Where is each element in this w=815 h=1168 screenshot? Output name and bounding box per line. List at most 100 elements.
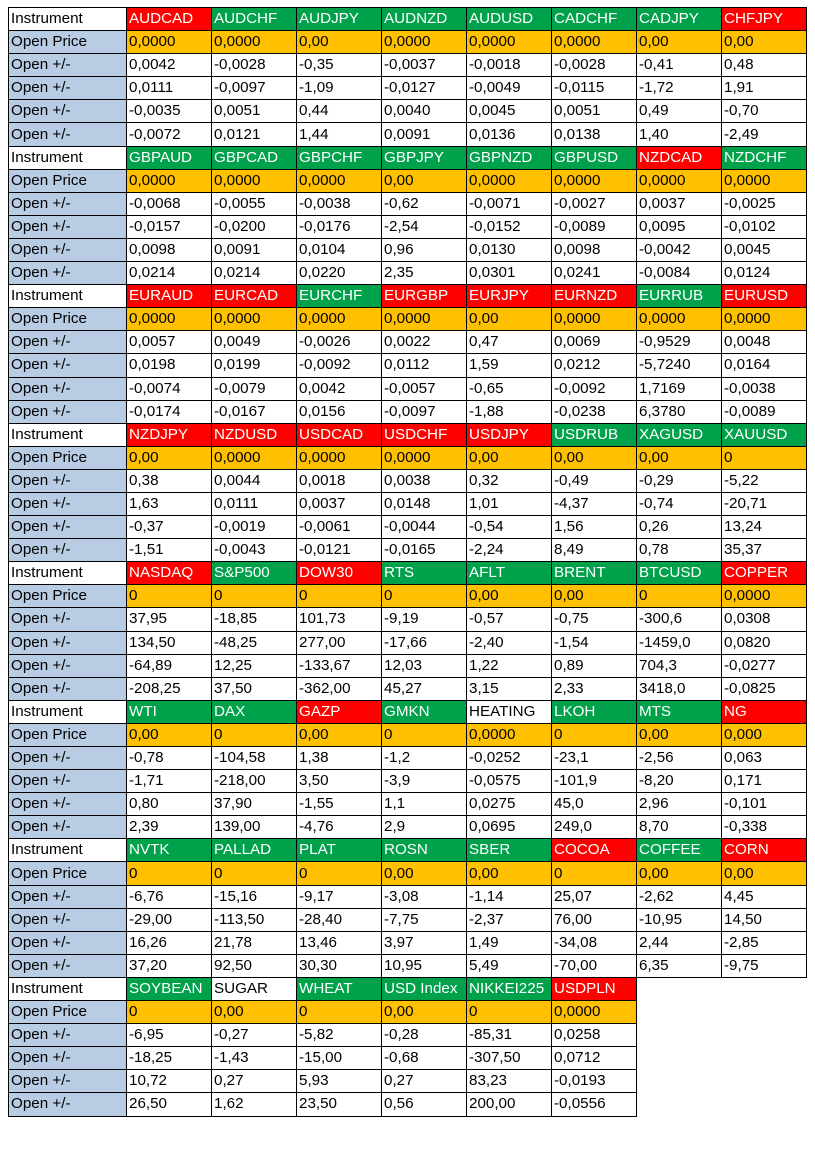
open-change-row: Open +/- -0,78 -104,58 1,38 -1,2 -0,0252 -23,1…: [8, 745, 807, 771]
open-change-cell: -4,37: [551, 491, 637, 517]
instrument-symbol-cell: AFLT: [466, 561, 552, 586]
open-change-cell: -0,75: [551, 607, 637, 632]
open-change-cell: -0,0038: [296, 191, 382, 216]
open-change-row: Open +/- 0,0098 0,0091 0,0104 0,96 0,0130 0,00…: [8, 237, 807, 263]
open-price-cell: 0,00: [466, 445, 552, 470]
open-change-cell: -0,0028: [211, 53, 297, 78]
open-change-cell: -2,49: [721, 122, 807, 147]
open-change-cell: -0,68: [381, 1046, 467, 1071]
open-change-label: Open +/-: [8, 191, 127, 216]
open-price-cell: 0,00: [721, 861, 807, 886]
open-change-row: Open +/- 0,80 37,90 -1,55 1,1 0,0275 45,0 2,96-…: [8, 792, 807, 817]
open-price-cell: 0,0000: [466, 168, 552, 193]
open-change-cell: -0,0152: [466, 214, 552, 239]
open-change-cell: 2,44: [636, 930, 722, 955]
open-change-cell: 0,27: [211, 1069, 297, 1094]
open-change-cell: 76,00: [551, 907, 637, 932]
instrument-symbol-cell: EURNZD: [551, 284, 637, 309]
open-price-cell: 0,00: [381, 861, 467, 886]
instrument-symbol-cell: EURCHF: [296, 284, 382, 309]
open-change-cell: -362,00: [296, 676, 382, 701]
open-change-cell: -0,28: [381, 1023, 467, 1048]
open-change-cell: 1,1: [381, 792, 467, 817]
open-price-cell: 0,00: [466, 307, 552, 332]
open-change-row: Open +/- -0,0074 -0,0079 0,0042 -0,0057 -0,65…: [8, 376, 807, 401]
open-change-cell: -2,85: [721, 930, 807, 955]
open-change-label: Open +/-: [8, 376, 127, 401]
instrument-symbol-cell: XAGUSD: [636, 422, 722, 447]
open-change-cell: -1,51: [126, 538, 212, 563]
instrument-symbol-cell: CADCHF: [551, 6, 637, 32]
open-price-cell: 0: [126, 861, 212, 886]
open-change-cell: -0,0038: [721, 376, 807, 401]
open-change-cell: -0,0044: [381, 515, 467, 540]
open-change-cell: 0,0198: [126, 353, 212, 378]
open-change-cell: 0,0212: [551, 353, 637, 378]
instrument-symbol-cell: NZDCAD: [636, 145, 722, 170]
open-price-cell: 0: [211, 722, 297, 748]
open-change-cell: 6,35: [636, 953, 722, 978]
instrument-label: Instrument: [8, 838, 127, 863]
open-change-label: Open +/-: [8, 815, 127, 840]
open-change-cell: 1,49: [466, 930, 552, 955]
open-price-cell: 0,0000: [211, 168, 297, 193]
open-change-cell: 0,0111: [126, 76, 212, 101]
open-price-cell: 0: [721, 445, 807, 470]
open-change-cell: 3,50: [296, 769, 382, 794]
instrument-symbol-cell: PALLAD: [211, 838, 297, 863]
open-price-cell: 0: [126, 584, 212, 609]
open-change-row: Open +/- -64,89 12,25 -133,67 12,03 1,22 0,89 7…: [8, 653, 807, 678]
open-change-cell: -104,58: [211, 745, 297, 771]
open-change-cell: 0,27: [381, 1069, 467, 1094]
open-change-cell: -6,76: [126, 884, 212, 909]
open-change-cell: 0,0057: [126, 330, 212, 355]
instrument-symbol-cell: NASDAQ: [126, 561, 212, 586]
open-change-cell: -23,1: [551, 745, 637, 771]
open-change-row: Open +/- -208,25 37,50 -362,00 45,27 3,15 2,33…: [8, 676, 807, 701]
instrument-symbol-cell: USDRUB: [551, 422, 637, 447]
open-change-cell: 0,48: [721, 53, 807, 78]
open-change-cell: -0,0097: [381, 399, 467, 424]
open-change-cell: 0,0241: [551, 261, 637, 286]
open-change-cell: -0,70: [721, 99, 807, 124]
open-change-cell: -0,0049: [466, 76, 552, 101]
open-change-cell: 0,0258: [551, 1023, 637, 1048]
open-change-cell: 1,59: [466, 353, 552, 378]
instrument-symbol-cell: SOYBEAN: [126, 976, 212, 1002]
open-price-cell: 0,0000: [126, 168, 212, 193]
open-change-label: Open +/-: [8, 930, 127, 955]
instrument-symbol-cell: NVTK: [126, 838, 212, 863]
open-price-cell: 0,0000: [466, 722, 552, 748]
open-change-cell: -113,50: [211, 907, 297, 932]
open-change-cell: -101,9: [551, 769, 637, 794]
open-change-cell: -0,101: [721, 792, 807, 817]
instrument-header-row: Instrument NASDAQ S&P500 DOW30 RTS AFLT BRENT B…: [8, 561, 807, 586]
open-price-cell: 0: [296, 584, 382, 609]
instrument-symbol-cell: GBPUSD: [551, 145, 637, 170]
instrument-symbol-cell: SUGAR: [211, 976, 297, 1002]
open-change-cell: 0,0112: [381, 353, 467, 378]
open-price-cell: 0: [296, 1000, 382, 1025]
open-change-cell: -0,0252: [466, 745, 552, 771]
open-change-cell: -0,0174: [126, 399, 212, 424]
open-change-row: Open +/- 16,26 21,78 13,46 3,97 1,49 -34,08 2,4…: [8, 930, 807, 955]
open-price-cell: 0,0000: [551, 30, 637, 55]
open-change-cell: 0,49: [636, 99, 722, 124]
open-price-label: Open Price: [8, 168, 127, 193]
open-change-cell: 0,0044: [211, 468, 297, 493]
open-change-cell: -1,55: [296, 792, 382, 817]
open-price-cell: 0,0000: [296, 307, 382, 332]
open-change-cell: -0,0043: [211, 538, 297, 563]
open-change-cell: 2,35: [381, 261, 467, 286]
open-change-label: Open +/-: [8, 214, 127, 239]
open-change-cell: 45,0: [551, 792, 637, 817]
open-change-cell: 45,27: [381, 676, 467, 701]
open-change-row: Open +/- 0,0057 0,0049 -0,0026 0,0022 0,47 0,0…: [8, 330, 807, 355]
open-change-cell: -2,62: [636, 884, 722, 909]
empty-cell: [636, 1000, 722, 1024]
open-change-label: Open +/-: [8, 399, 127, 424]
open-change-cell: 0,0095: [636, 214, 722, 239]
open-change-cell: 0,78: [636, 538, 722, 563]
instrument-symbol-cell: NG: [721, 699, 807, 724]
open-change-cell: 0,0037: [296, 491, 382, 517]
